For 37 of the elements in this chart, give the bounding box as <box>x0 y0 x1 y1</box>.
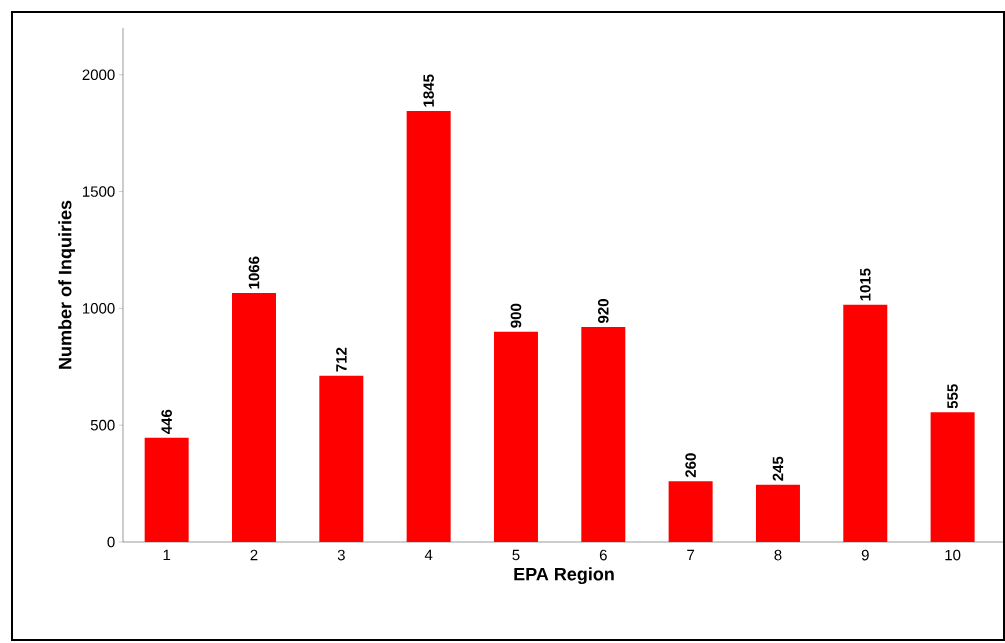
data-label: 555 <box>947 384 958 409</box>
bar <box>930 412 975 542</box>
data-label: 900 <box>510 303 522 328</box>
bar <box>144 437 189 542</box>
x-tick-label: 4 <box>424 549 433 561</box>
bar <box>493 331 538 542</box>
x-tick-label: 1 <box>163 549 171 561</box>
x-tick-label: 5 <box>512 549 520 561</box>
data-label: 446 <box>161 409 172 435</box>
data-label: 920 <box>598 299 609 324</box>
data-label: 1845 <box>423 74 434 107</box>
bar <box>319 375 364 542</box>
data-label: 1066 <box>248 256 260 289</box>
x-tick-label: 6 <box>599 549 607 561</box>
data-label: 260 <box>685 453 696 478</box>
x-axis-title: EPA Region <box>514 567 614 585</box>
x-tick-label: 8 <box>774 549 782 561</box>
data-label: 712 <box>336 347 347 372</box>
bar <box>843 304 888 542</box>
data-label: 245 <box>772 456 784 481</box>
y-tick-label: 2000 <box>82 69 115 81</box>
y-tick-label: 500 <box>90 419 115 431</box>
y-tick-label: 1000 <box>83 303 115 314</box>
bar <box>755 484 800 542</box>
bar <box>406 110 451 542</box>
x-tick-label: 3 <box>337 549 345 561</box>
data-label: 1015 <box>859 268 871 301</box>
bar <box>581 327 626 542</box>
y-tick-label: 1500 <box>83 186 115 197</box>
x-tick-label: 7 <box>687 549 695 561</box>
y-tick-label: 0 <box>107 536 115 548</box>
x-tick-label: 9 <box>861 549 869 561</box>
y-axis-title: Number of Inquiries <box>58 200 76 369</box>
x-tick-label: 2 <box>250 549 258 561</box>
x-tick-label: 10 <box>945 549 961 561</box>
bar <box>231 292 276 542</box>
bar <box>668 481 713 542</box>
